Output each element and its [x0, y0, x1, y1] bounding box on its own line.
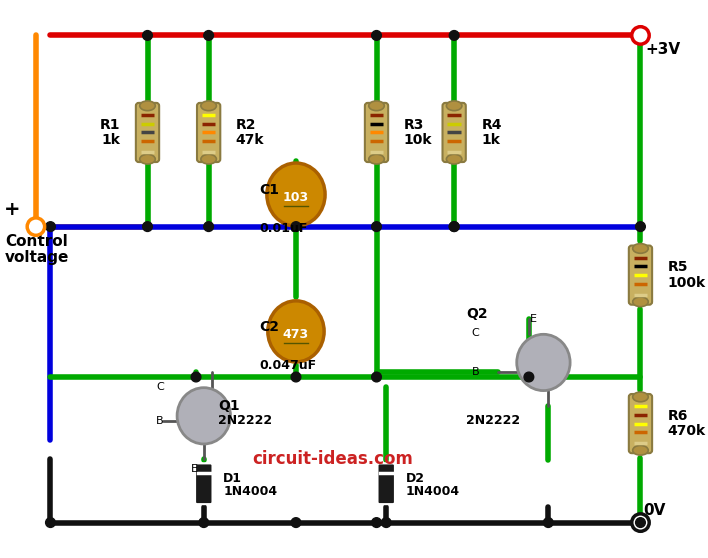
- Text: Control: Control: [5, 234, 67, 249]
- Text: C2: C2: [259, 320, 279, 334]
- Text: +: +: [4, 200, 20, 219]
- Ellipse shape: [267, 163, 325, 226]
- FancyBboxPatch shape: [136, 103, 159, 162]
- Ellipse shape: [446, 155, 462, 164]
- Text: 2N2222: 2N2222: [466, 414, 520, 427]
- FancyBboxPatch shape: [197, 103, 220, 162]
- Ellipse shape: [201, 101, 217, 110]
- Circle shape: [45, 222, 55, 232]
- Circle shape: [372, 518, 382, 527]
- Text: +3V: +3V: [645, 42, 680, 57]
- FancyBboxPatch shape: [365, 103, 388, 162]
- Ellipse shape: [201, 155, 217, 164]
- Text: R1: R1: [100, 118, 120, 132]
- Ellipse shape: [139, 101, 155, 110]
- Text: C: C: [156, 382, 164, 392]
- Text: 1N4004: 1N4004: [406, 485, 459, 498]
- Circle shape: [372, 222, 382, 232]
- Text: C: C: [472, 328, 479, 338]
- Circle shape: [204, 222, 214, 232]
- Text: R5: R5: [668, 261, 688, 275]
- Text: E: E: [530, 314, 537, 324]
- Ellipse shape: [369, 155, 384, 164]
- Text: B: B: [472, 367, 479, 377]
- Circle shape: [450, 31, 459, 40]
- Text: 10k: 10k: [404, 133, 432, 147]
- Text: R3: R3: [404, 118, 424, 132]
- Ellipse shape: [177, 388, 231, 444]
- Text: 0.01uF: 0.01uF: [259, 222, 307, 235]
- Circle shape: [45, 518, 55, 527]
- Ellipse shape: [446, 101, 462, 110]
- Circle shape: [636, 518, 645, 527]
- Text: E: E: [190, 464, 198, 474]
- Text: 100k: 100k: [668, 276, 706, 290]
- FancyBboxPatch shape: [629, 394, 652, 453]
- Circle shape: [204, 31, 214, 40]
- Circle shape: [632, 514, 649, 531]
- Text: 1k: 1k: [481, 133, 500, 147]
- Text: D1: D1: [223, 473, 242, 485]
- Circle shape: [382, 518, 391, 527]
- FancyBboxPatch shape: [442, 103, 466, 162]
- Circle shape: [450, 222, 459, 232]
- Circle shape: [142, 222, 152, 232]
- Text: 1k: 1k: [101, 133, 120, 147]
- Text: R6: R6: [668, 409, 688, 423]
- Text: D2: D2: [406, 473, 425, 485]
- Text: circuit-ideas.com: circuit-ideas.com: [252, 450, 413, 469]
- Text: 1N4004: 1N4004: [223, 485, 278, 498]
- Circle shape: [636, 222, 645, 232]
- Ellipse shape: [139, 155, 155, 164]
- Text: R4: R4: [481, 118, 502, 132]
- Ellipse shape: [633, 297, 649, 307]
- Text: B: B: [156, 416, 164, 426]
- Text: R2: R2: [236, 118, 256, 132]
- FancyBboxPatch shape: [377, 463, 395, 504]
- Circle shape: [632, 27, 649, 44]
- Text: 473: 473: [283, 328, 309, 341]
- Text: 47k: 47k: [236, 133, 264, 147]
- Text: C1: C1: [259, 182, 279, 197]
- Circle shape: [372, 31, 382, 40]
- Text: Q2: Q2: [466, 307, 487, 321]
- Ellipse shape: [633, 244, 649, 253]
- Text: 103: 103: [283, 191, 309, 204]
- Ellipse shape: [633, 445, 649, 455]
- Circle shape: [291, 518, 301, 527]
- Circle shape: [191, 372, 201, 382]
- Circle shape: [142, 31, 152, 40]
- Text: voltage: voltage: [5, 250, 69, 265]
- Circle shape: [291, 372, 301, 382]
- Ellipse shape: [633, 392, 649, 402]
- Circle shape: [291, 222, 301, 232]
- Circle shape: [450, 222, 459, 232]
- Ellipse shape: [268, 301, 324, 362]
- Text: 0V: 0V: [644, 503, 666, 518]
- Text: Q1: Q1: [218, 399, 240, 413]
- Circle shape: [27, 218, 45, 235]
- Circle shape: [199, 518, 209, 527]
- Text: 2N2222: 2N2222: [218, 414, 273, 427]
- Circle shape: [544, 518, 553, 527]
- Text: 0.047uF: 0.047uF: [259, 359, 316, 372]
- Text: 470k: 470k: [668, 424, 706, 439]
- FancyBboxPatch shape: [195, 463, 212, 504]
- FancyBboxPatch shape: [629, 246, 652, 305]
- Ellipse shape: [517, 334, 570, 391]
- Ellipse shape: [369, 101, 384, 110]
- Circle shape: [372, 372, 382, 382]
- Circle shape: [524, 372, 534, 382]
